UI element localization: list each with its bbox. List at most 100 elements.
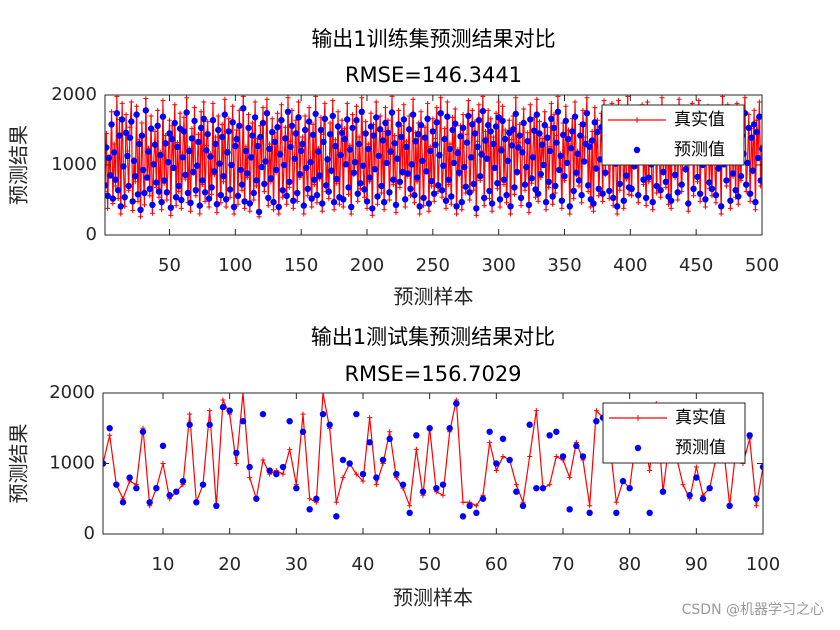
point-marker: [551, 112, 557, 118]
point-marker: [340, 204, 346, 210]
point-marker: [499, 117, 506, 125]
point-marker: [373, 114, 380, 121]
point-marker: [135, 198, 141, 204]
point-marker: [172, 102, 178, 108]
point-marker: [263, 110, 271, 117]
point-marker: [345, 184, 352, 191]
y-axis-label: 预测结果: [7, 424, 31, 504]
point-marker: [552, 182, 559, 190]
point-marker: [610, 194, 617, 202]
point-marker: [444, 113, 451, 120]
point-marker: [436, 152, 443, 159]
point-marker: [430, 190, 438, 197]
legend-marker: [634, 117, 640, 123]
point-marker: [210, 100, 216, 106]
point-marker: [394, 155, 401, 162]
point-marker: [434, 105, 440, 111]
point-marker: [166, 492, 173, 499]
point-marker: [493, 468, 499, 474]
point-marker: [315, 148, 322, 155]
point-marker: [353, 471, 359, 477]
point-marker: [504, 200, 510, 206]
point-marker: [182, 171, 189, 178]
point-marker: [350, 169, 358, 176]
point-marker: [206, 204, 212, 210]
point-marker: [554, 133, 560, 139]
point-marker: [487, 128, 494, 135]
point-marker: [433, 484, 440, 492]
point-marker: [752, 198, 759, 206]
point-marker: [425, 100, 431, 106]
point-marker: [643, 203, 649, 209]
point-marker: [496, 196, 504, 203]
point-marker: [162, 140, 169, 147]
x-tick-label: 400: [613, 255, 647, 276]
point-marker: [538, 141, 546, 148]
point-marker: [382, 119, 389, 127]
point-marker: [593, 408, 599, 414]
point-marker: [502, 127, 508, 133]
point-marker: [203, 142, 209, 148]
point-marker: [699, 495, 707, 502]
point-marker: [294, 189, 301, 197]
point-marker: [220, 397, 226, 403]
point-marker: [252, 99, 258, 105]
point-marker: [402, 204, 408, 210]
point-marker: [579, 453, 587, 460]
point-marker: [444, 99, 450, 105]
point-marker: [602, 169, 609, 176]
point-marker: [486, 428, 493, 435]
point-marker: [254, 142, 261, 150]
point-marker: [359, 470, 367, 478]
point-marker: [304, 185, 311, 192]
point-marker: [412, 138, 419, 145]
point-marker: [313, 95, 319, 99]
point-marker: [282, 135, 289, 142]
point-marker: [696, 190, 704, 197]
point-marker: [438, 95, 444, 101]
point-marker: [553, 139, 560, 146]
point-marker: [745, 124, 753, 132]
point-marker: [261, 180, 268, 188]
point-marker: [247, 475, 253, 481]
point-marker: [242, 205, 248, 211]
point-marker: [434, 182, 442, 189]
point-marker: [178, 196, 185, 204]
point-marker: [189, 126, 195, 132]
point-marker: [105, 144, 110, 151]
point-marker: [219, 121, 225, 127]
point-marker: [367, 123, 375, 130]
point-marker: [348, 203, 355, 211]
point-marker: [463, 139, 471, 146]
x-tick-label: 30: [285, 554, 308, 575]
point-marker: [471, 130, 479, 137]
point-marker: [188, 135, 196, 142]
point-marker: [497, 204, 503, 210]
point-marker: [754, 154, 762, 162]
point-marker: [133, 111, 140, 118]
point-marker: [147, 125, 155, 132]
point-marker: [333, 499, 339, 505]
point-marker: [106, 425, 113, 432]
point-marker: [493, 110, 499, 116]
point-marker: [108, 121, 115, 128]
point-marker: [130, 157, 138, 164]
point-marker: [232, 142, 239, 150]
point-marker: [218, 133, 226, 141]
point-marker: [501, 182, 507, 188]
point-marker: [752, 207, 758, 213]
point-marker: [757, 177, 762, 184]
point-marker: [275, 203, 282, 211]
point-marker: [396, 107, 402, 113]
point-marker: [160, 98, 166, 104]
point-marker: [116, 132, 123, 139]
point-marker: [157, 152, 164, 159]
point-marker: [753, 495, 760, 502]
point-marker: [249, 120, 255, 126]
point-marker: [446, 145, 454, 153]
point-marker: [662, 178, 670, 185]
point-marker: [548, 115, 555, 123]
point-marker: [207, 408, 213, 414]
x-axis-label: 预测样本: [394, 285, 474, 309]
point-marker: [363, 198, 371, 205]
